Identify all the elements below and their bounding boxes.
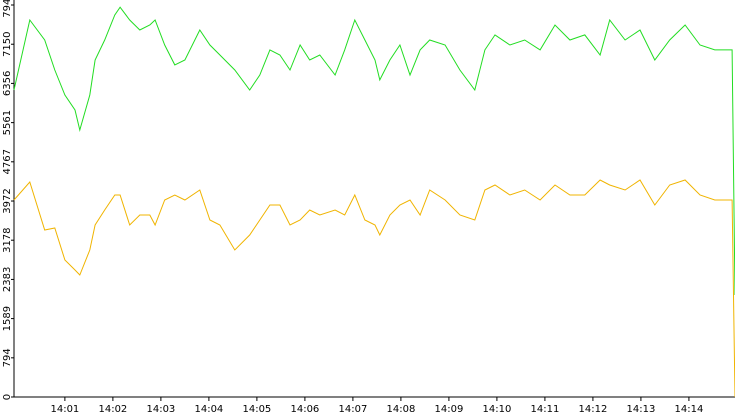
y-tick-label: 3178	[2, 227, 13, 252]
y-tick-label: 794	[2, 348, 13, 367]
y-tick-label: 2383	[2, 267, 13, 292]
y-tick-label: 0	[2, 394, 13, 400]
x-tick-label: 14:14	[675, 404, 704, 415]
x-tick-label: 14:01	[50, 404, 79, 415]
y-tick-label: 4767	[2, 149, 13, 174]
y-tick-label: 7150	[2, 31, 13, 56]
x-tick-label: 14:02	[98, 404, 127, 415]
y-tick-label: 1589	[2, 306, 13, 331]
x-tick-label: 14:10	[482, 404, 511, 415]
x-tick-label: 14:05	[242, 404, 271, 415]
y-tick-label: 5561	[2, 110, 13, 135]
x-tick-label: 14:03	[146, 404, 175, 415]
x-tick-label: 14:09	[434, 404, 463, 415]
y-tick-label: 6356	[2, 71, 13, 96]
x-tick-label: 14:13	[627, 404, 656, 415]
y-tick-label: 7945	[2, 0, 13, 18]
x-tick-label: 14:07	[338, 404, 367, 415]
x-tick-label: 14:06	[290, 404, 319, 415]
series-line	[13, 179, 735, 398]
series-line	[13, 6, 735, 296]
x-tick-label: 14:11	[530, 404, 559, 415]
x-tick-label: 14:04	[194, 404, 223, 415]
x-tick-label: 14:08	[386, 404, 415, 415]
x-tick-label: 14:12	[578, 404, 607, 415]
y-tick-label: 3972	[2, 188, 13, 213]
